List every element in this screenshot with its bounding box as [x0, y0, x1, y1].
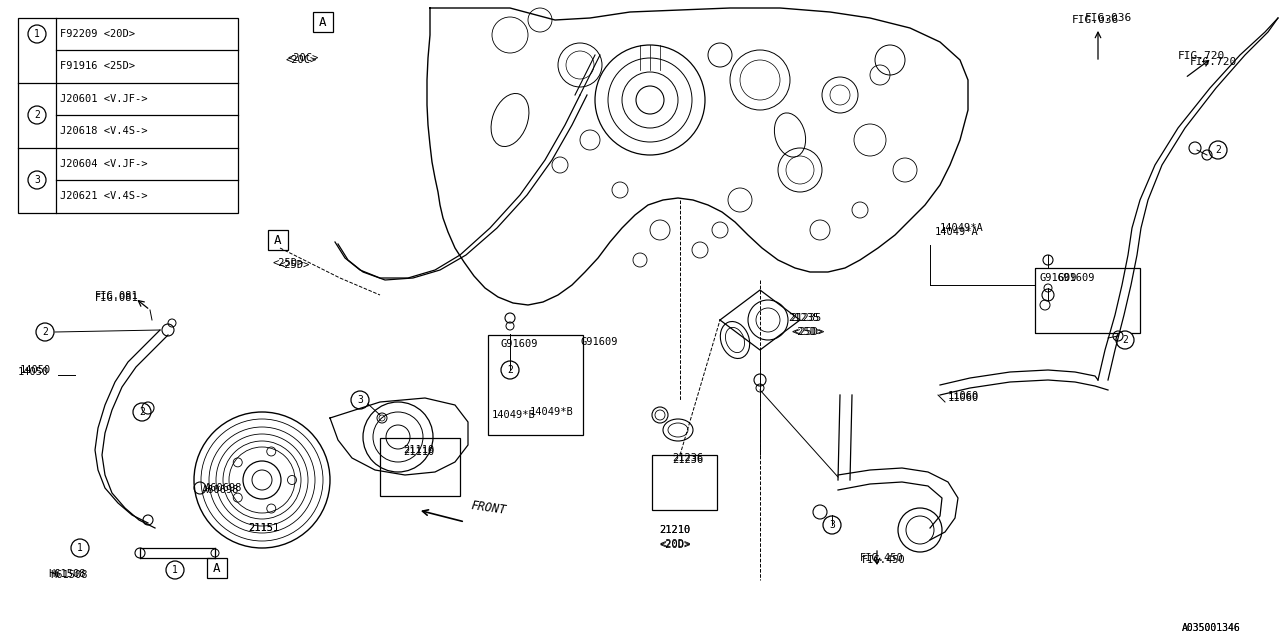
Text: 1: 1	[77, 543, 83, 553]
Circle shape	[133, 403, 151, 421]
Text: 11060: 11060	[948, 393, 979, 403]
Text: J20621 <V.4S->: J20621 <V.4S->	[60, 191, 147, 201]
Bar	[18, 18, 238, 213]
Text: 21235: 21235	[790, 313, 822, 323]
Text: 2: 2	[140, 407, 145, 417]
Text: 2: 2	[1123, 335, 1128, 345]
Text: 14049*B: 14049*B	[492, 410, 536, 420]
Text: <20D>: <20D>	[659, 539, 690, 549]
Text: 21236: 21236	[672, 453, 703, 463]
Text: 2: 2	[507, 365, 513, 375]
Text: <25D>: <25D>	[791, 327, 822, 337]
Text: J20601 <V.JF->: J20601 <V.JF->	[60, 94, 147, 104]
Circle shape	[36, 323, 54, 341]
Bar	[268, 230, 288, 250]
Text: G91609: G91609	[1059, 273, 1096, 283]
Text: FIG.081: FIG.081	[95, 293, 138, 303]
Text: A035001346: A035001346	[1181, 623, 1240, 633]
Text: 3: 3	[357, 395, 364, 405]
Text: FIG.720: FIG.720	[1190, 57, 1238, 67]
Text: A: A	[214, 561, 220, 575]
Text: A: A	[319, 15, 326, 29]
Text: 21235: 21235	[788, 313, 819, 323]
Text: 1: 1	[172, 565, 178, 575]
Bar	[488, 335, 582, 435]
Text: FIG.720: FIG.720	[1178, 51, 1225, 61]
Text: <20D>: <20D>	[659, 540, 690, 550]
Text: FIG.036: FIG.036	[1085, 13, 1133, 23]
Text: 11060: 11060	[948, 391, 979, 401]
Text: 14050: 14050	[18, 367, 49, 377]
Text: G91609: G91609	[1039, 273, 1078, 283]
Text: J20604 <V.JF->: J20604 <V.JF->	[60, 159, 147, 169]
Text: FIG.081: FIG.081	[95, 291, 138, 301]
Text: FIG.450: FIG.450	[860, 553, 904, 563]
Circle shape	[500, 361, 518, 379]
Text: 21110: 21110	[403, 447, 434, 457]
Text: F91916 <25D>: F91916 <25D>	[60, 61, 134, 71]
Text: 21110: 21110	[403, 445, 434, 455]
Text: A035001346: A035001346	[1181, 623, 1240, 633]
Text: J20618 <V.4S->: J20618 <V.4S->	[60, 126, 147, 136]
Text: H61508: H61508	[49, 569, 86, 579]
Text: <20C>: <20C>	[287, 53, 319, 63]
Bar	[207, 558, 227, 578]
Text: FRONT: FRONT	[470, 499, 507, 517]
Text: FIG.036: FIG.036	[1073, 15, 1119, 25]
Text: G91609: G91609	[500, 339, 538, 349]
Text: <20C>: <20C>	[285, 55, 316, 65]
Text: FIG.450: FIG.450	[861, 555, 906, 565]
Text: <25D>: <25D>	[273, 258, 303, 268]
Bar	[652, 455, 717, 510]
Text: 14049*B: 14049*B	[530, 407, 573, 417]
Text: A60698: A60698	[202, 485, 239, 495]
Bar	[380, 438, 460, 496]
Text: <25D>: <25D>	[794, 327, 824, 337]
Circle shape	[28, 106, 46, 124]
Text: 21151: 21151	[248, 523, 279, 533]
Text: 3: 3	[829, 520, 835, 530]
Circle shape	[351, 391, 369, 409]
Text: 14050: 14050	[20, 365, 51, 375]
Circle shape	[166, 561, 184, 579]
Text: 2: 2	[35, 110, 40, 120]
Circle shape	[28, 25, 46, 43]
Circle shape	[1210, 141, 1228, 159]
Text: <25D>: <25D>	[278, 260, 310, 270]
Circle shape	[70, 539, 90, 557]
Bar	[314, 12, 333, 32]
Text: A: A	[274, 234, 282, 246]
Text: 14049*A: 14049*A	[934, 227, 979, 237]
Text: H61508: H61508	[50, 570, 87, 580]
Text: 21151: 21151	[248, 523, 279, 533]
Text: 21236: 21236	[672, 455, 703, 465]
Bar	[1036, 268, 1140, 333]
Text: 14049*A: 14049*A	[940, 223, 984, 233]
Text: G91609: G91609	[580, 337, 617, 347]
Text: 21210: 21210	[659, 525, 690, 535]
Circle shape	[823, 516, 841, 534]
Text: F92209 <20D>: F92209 <20D>	[60, 29, 134, 39]
Text: 3: 3	[35, 175, 40, 185]
Text: A60698: A60698	[205, 483, 242, 493]
Circle shape	[28, 171, 46, 189]
Text: 1: 1	[35, 29, 40, 39]
Text: 21210: 21210	[659, 525, 690, 535]
Text: 2: 2	[42, 327, 47, 337]
Text: 2: 2	[1215, 145, 1221, 155]
Circle shape	[1116, 331, 1134, 349]
